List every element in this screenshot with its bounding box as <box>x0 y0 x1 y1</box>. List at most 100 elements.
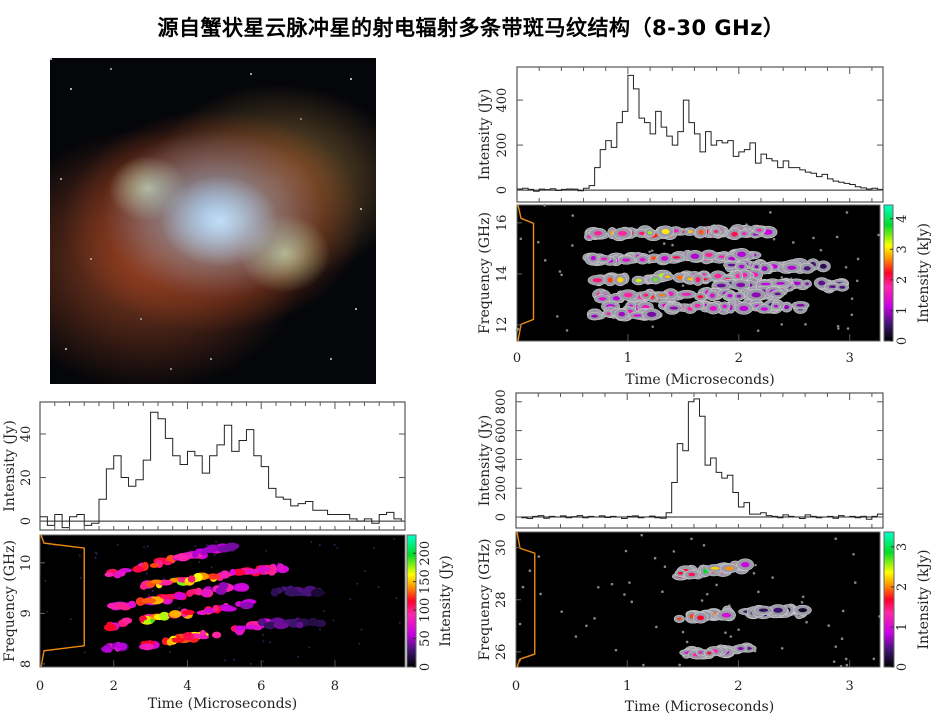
emission-blob <box>201 588 211 598</box>
emission-blob <box>220 606 237 612</box>
emission-blob <box>201 547 218 554</box>
freq-axis-label: Frequency (GHz) <box>477 212 493 334</box>
emission-blob <box>115 602 127 610</box>
emission-blob <box>166 638 173 646</box>
emission-blob <box>667 291 674 297</box>
emission-blob <box>741 232 747 236</box>
emission-blob <box>787 265 797 270</box>
emission-blob <box>727 263 736 267</box>
emission-blob <box>828 285 838 288</box>
x-tick-label: 1 <box>624 351 632 366</box>
noise-speck <box>840 637 844 641</box>
emission-blob <box>728 256 736 261</box>
emission-blob <box>751 292 761 298</box>
noise-speck <box>537 555 541 558</box>
emission-blob <box>592 278 603 283</box>
noise-speck <box>678 663 681 667</box>
noise-speck <box>556 315 559 318</box>
y-axis-label: Intensity (Jy) <box>477 415 493 507</box>
noise-speck <box>205 544 208 547</box>
noise-speck <box>630 600 634 604</box>
freq-tick-label: 16 <box>495 215 510 232</box>
noise-speck <box>372 547 375 550</box>
emission-blob <box>724 566 734 571</box>
noise-speck <box>349 598 352 601</box>
noise-speck <box>565 329 569 332</box>
noise-speck <box>780 323 784 326</box>
noise-speck <box>261 633 264 636</box>
noise-speck <box>233 658 236 661</box>
x-tick-label: 0 <box>513 351 521 366</box>
colorbar-tick-label: 1 <box>895 623 910 631</box>
noise-speck <box>146 545 149 548</box>
emission-blob <box>776 281 785 285</box>
emission-blob <box>276 563 285 572</box>
noise-speck <box>812 236 815 240</box>
colorbar <box>406 534 417 668</box>
y-tick-label: 0 <box>494 513 509 521</box>
emission-blob <box>115 642 128 651</box>
emission-blob <box>643 293 649 297</box>
emission-blob <box>727 294 733 298</box>
noise-speck <box>672 550 676 553</box>
freq-tick-label: 26 <box>494 644 509 661</box>
colorbar-tick-label: 2 <box>895 583 910 591</box>
noise-speck <box>855 279 859 283</box>
emission-blob <box>139 583 148 590</box>
noise-speck <box>648 250 651 254</box>
emission-blob <box>590 255 596 261</box>
emission-blob <box>195 587 203 596</box>
noise-speck <box>791 241 795 244</box>
emission-blob <box>739 264 745 269</box>
y-tick-label: 800 <box>494 389 509 414</box>
noise-speck <box>724 631 727 635</box>
emission-blob <box>760 282 771 286</box>
noise-speck <box>560 273 563 277</box>
emission-blob <box>159 611 170 621</box>
emission-blob <box>289 618 297 627</box>
noise-speck <box>560 610 564 613</box>
emission-blob <box>736 294 742 298</box>
noise-speck <box>358 642 361 645</box>
emission-blob <box>805 282 809 286</box>
emission-blob <box>270 588 279 597</box>
noise-speck <box>705 592 709 596</box>
noise-speck <box>671 243 674 247</box>
noise-speck <box>168 650 171 653</box>
emission-blob <box>839 285 846 289</box>
freq-tick-label: 14 <box>495 266 510 283</box>
noise-speck <box>543 259 547 262</box>
emission-blob <box>721 612 732 618</box>
emission-blob <box>308 617 319 627</box>
freq-tick-label: 8 <box>19 660 34 668</box>
freq-tick-label: 12 <box>495 317 510 334</box>
emission-blob <box>104 572 114 578</box>
y-axis-label: Intensity (Jy) <box>2 420 18 512</box>
noise-speck <box>571 244 574 247</box>
emission-blob <box>694 303 701 308</box>
noise-speck <box>519 237 523 241</box>
colorbar-tick-label: 2 <box>895 276 910 284</box>
noise-speck <box>151 589 154 592</box>
emission-blob <box>713 230 719 233</box>
noise-speck <box>681 284 685 287</box>
freq-tick-label: 10 <box>19 555 34 572</box>
noise-speck <box>653 556 657 560</box>
emission-blob <box>141 643 154 651</box>
noise-speck <box>624 549 628 553</box>
emission-blob <box>688 572 696 577</box>
noise-speck <box>846 327 850 330</box>
noise-speck <box>318 544 321 547</box>
noise-speck <box>46 610 49 613</box>
emission-blob <box>600 257 608 261</box>
y-tick-label: 0 <box>495 186 510 194</box>
noise-speck <box>878 615 881 618</box>
noise-speck <box>819 248 823 252</box>
emission-blob <box>263 621 276 630</box>
noise-speck <box>198 560 201 563</box>
noise-speck <box>558 270 562 273</box>
y-tick-label: 400 <box>494 447 509 472</box>
emission-blob <box>141 597 157 604</box>
noise-speck <box>801 595 805 599</box>
